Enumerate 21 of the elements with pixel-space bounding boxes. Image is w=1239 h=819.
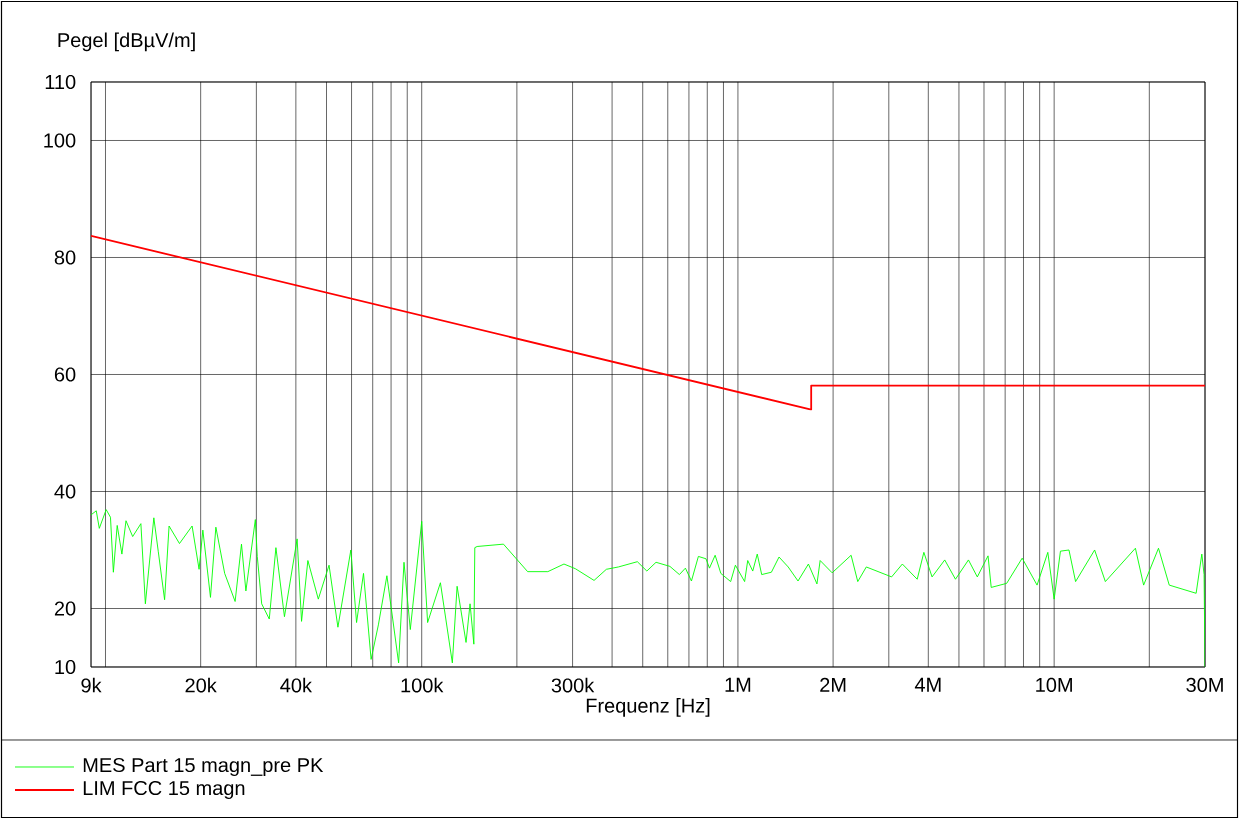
x-tick-label: 30M	[1186, 677, 1223, 693]
legend-label: LIM FCC 15 magn	[83, 780, 245, 800]
x-tick-label: 4M	[914, 677, 941, 692]
x-tick-label: 2M	[820, 677, 846, 692]
y-tick-label: 60	[54, 367, 76, 382]
x-tick-label: 10M	[1036, 677, 1072, 693]
x-tick-label: 1M	[725, 677, 751, 692]
y-tick-label: 110	[45, 74, 76, 90]
x-tick-label: 20k	[185, 677, 217, 693]
y-tick-label: 100	[44, 133, 76, 148]
x-tick-label: 100k	[401, 677, 444, 693]
y-tick-label: 80	[54, 250, 76, 265]
y-tick-label: 10	[55, 659, 76, 675]
x-tick-label: 300k	[551, 677, 595, 693]
legend-label: MES Part 15 magn_pre PK	[83, 757, 324, 777]
y-tick-label: 20	[54, 601, 76, 616]
y-tick-label: 40	[54, 484, 76, 499]
x-tick-label: 9k	[81, 677, 102, 693]
y-axis-title: Pegel [dBµV/m]	[58, 32, 195, 52]
x-tick-label: 40k	[280, 677, 313, 693]
x-axis-title: Frequenz [Hz]	[586, 698, 710, 717]
